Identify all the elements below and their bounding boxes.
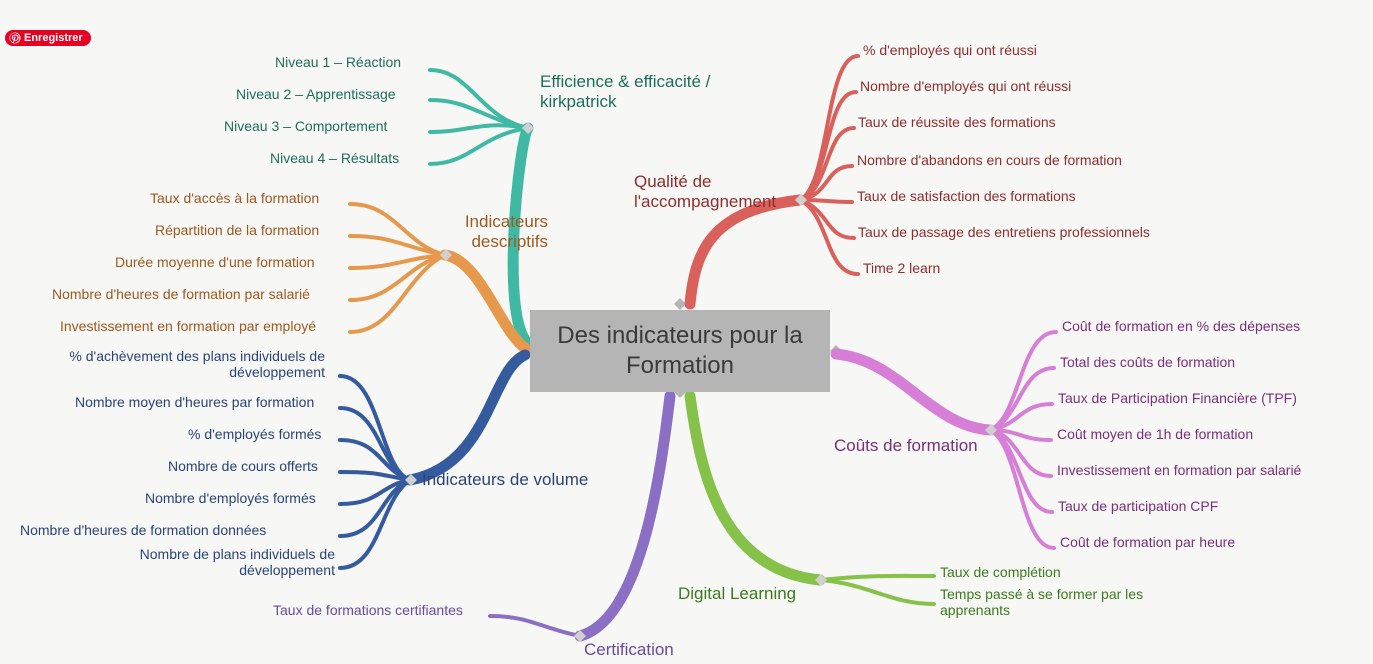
leaf-qualite-1: Nombre d'employés qui ont réussi — [860, 78, 1071, 94]
leaf-volume-5: Nombre d'heures de formation données — [20, 522, 266, 538]
leaf-certification-0: Taux de formations certifiantes — [273, 602, 463, 618]
leaf-digital-1: Temps passé à se former par les apprenan… — [940, 586, 1200, 618]
center-node: Des indicateurs pour la Formation — [530, 310, 830, 392]
branch-descriptifs: Indicateurs descriptifs — [448, 212, 548, 252]
branch-certification: Certification — [584, 640, 674, 660]
save-button-label: Enregistrer — [24, 32, 83, 44]
leaf-couts-3: Coût moyen de 1h de formation — [1057, 426, 1253, 442]
leaf-descriptifs-3: Nombre d'heures de formation par salarié — [52, 286, 310, 302]
branch-couts: Coûts de formation — [834, 436, 978, 456]
leaf-descriptifs-1: Répartition de la formation — [155, 222, 319, 238]
leaf-qualite-4: Taux de satisfaction des formations — [857, 188, 1076, 204]
pinterest-icon — [9, 32, 21, 44]
leaf-volume-4: Nombre d'employés formés — [145, 490, 316, 506]
leaf-couts-6: Coût de formation par heure — [1060, 534, 1235, 550]
leaf-volume-1: Nombre moyen d'heures par formation — [75, 394, 314, 410]
branch-qualite: Qualité de l'accompagnement — [634, 172, 794, 212]
leaf-descriptifs-2: Durée moyenne d'une formation — [115, 254, 315, 270]
leaf-volume-3: Nombre de cours offerts — [168, 458, 318, 474]
leaf-qualite-5: Taux de passage des entretiens professio… — [858, 224, 1150, 240]
leaf-couts-1: Total des coûts de formation — [1060, 354, 1235, 370]
leaf-volume-0: % d'achèvement des plans individuels de … — [15, 348, 325, 380]
branch-volume: Indicateurs de volume — [422, 470, 588, 490]
leaf-couts-2: Taux de Participation Financière (TPF) — [1058, 390, 1297, 406]
leaf-couts-4: Investissement en formation par salarié — [1057, 462, 1301, 478]
leaf-digital-0: Taux de complétion — [940, 564, 1061, 580]
leaf-efficience-0: Niveau 1 – Réaction — [275, 54, 401, 70]
leaf-qualite-2: Taux de réussite des formations — [858, 114, 1056, 130]
leaf-efficience-1: Niveau 2 – Apprentissage — [236, 86, 396, 102]
center-title: Des indicateurs pour la Formation — [538, 321, 822, 381]
leaf-couts-0: Coût de formation en % des dépenses — [1062, 318, 1300, 334]
branch-efficience: Efficience & efficacité / kirkpatrick — [540, 72, 740, 112]
save-button[interactable]: Enregistrer — [5, 30, 91, 46]
leaf-descriptifs-4: Investissement en formation par employé — [60, 318, 316, 334]
leaf-efficience-3: Niveau 4 – Résultats — [270, 150, 399, 166]
leaf-volume-2: % d'employés formés — [188, 426, 321, 442]
leaf-qualite-3: Nombre d'abandons en cours de formation — [857, 152, 1122, 168]
branch-digital: Digital Learning — [678, 584, 796, 604]
leaf-descriptifs-0: Taux d'accès à la formation — [150, 190, 319, 206]
leaf-couts-5: Taux de participation CPF — [1058, 498, 1218, 514]
leaf-efficience-2: Niveau 3 – Comportement — [224, 118, 387, 134]
leaf-qualite-6: Time 2 learn — [863, 260, 940, 276]
leaf-qualite-0: % d'employés qui ont réussi — [863, 42, 1037, 58]
leaf-volume-6: Nombre de plans individuels de développe… — [105, 546, 335, 578]
